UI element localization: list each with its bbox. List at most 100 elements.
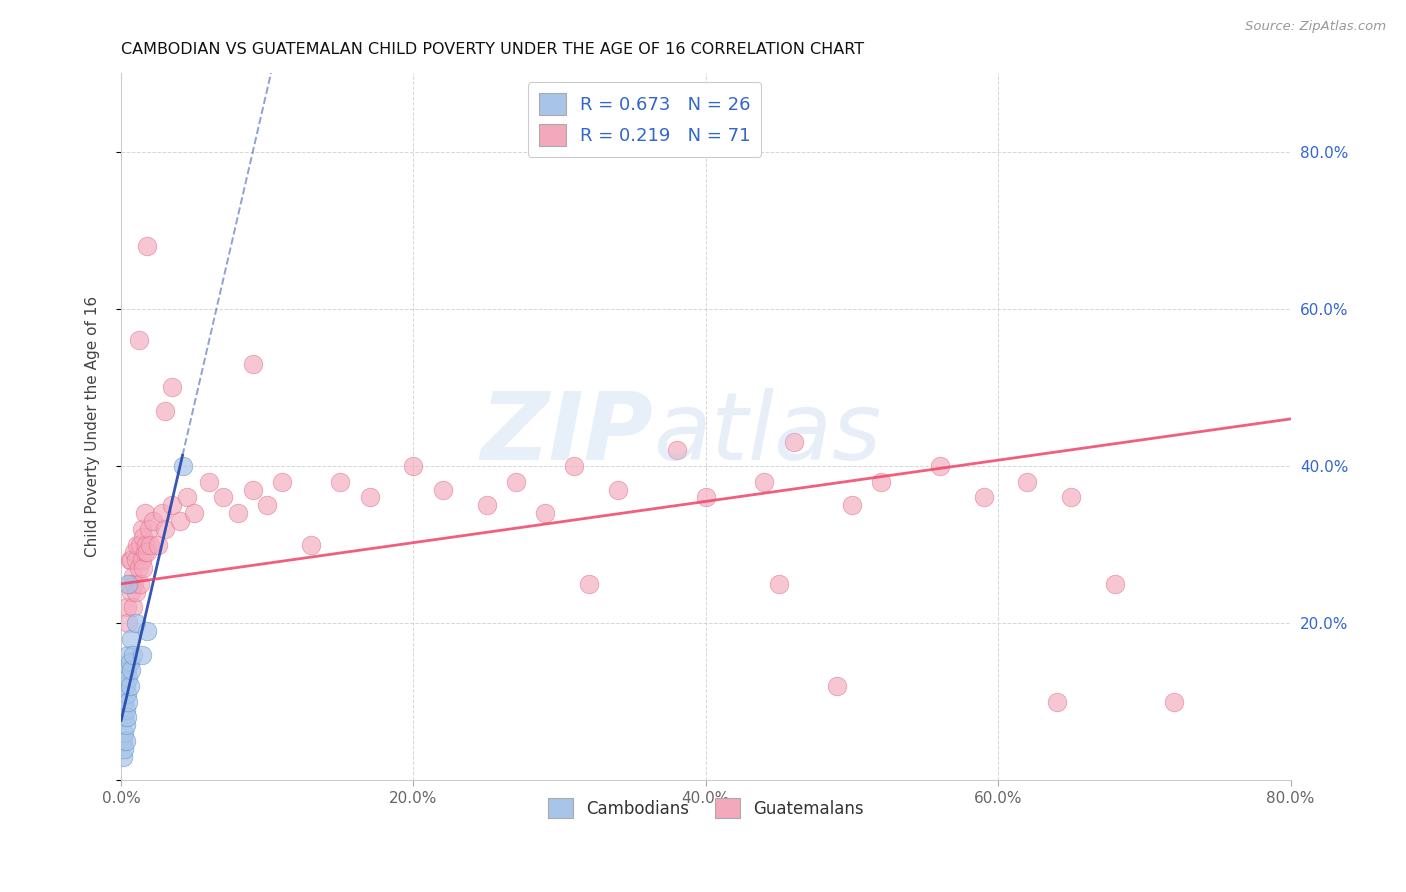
Point: [136, 239, 159, 253]
Point: [695, 491, 717, 505]
Point: [153, 522, 176, 536]
Point: [120, 663, 142, 677]
Point: [329, 475, 352, 489]
Text: CAMBODIAN VS GUATEMALAN CHILD POVERTY UNDER THE AGE OF 16 CORRELATION CHART: CAMBODIAN VS GUATEMALAN CHILD POVERTY UN…: [121, 42, 865, 57]
Legend: Cambodians, Guatemalans: Cambodians, Guatemalans: [541, 791, 870, 825]
Point: [124, 577, 146, 591]
Point: [117, 616, 139, 631]
Point: [402, 458, 425, 473]
Point: [118, 553, 141, 567]
Point: [359, 491, 381, 505]
Point: [117, 648, 139, 662]
Point: [114, 734, 136, 748]
Point: [176, 491, 198, 505]
Point: [153, 404, 176, 418]
Point: [768, 577, 790, 591]
Point: [132, 561, 155, 575]
Point: [112, 695, 135, 709]
Y-axis label: Child Poverty Under the Age of 16: Child Poverty Under the Age of 16: [86, 296, 100, 558]
Point: [1046, 695, 1069, 709]
Point: [172, 458, 194, 473]
Point: [299, 538, 322, 552]
Point: [782, 435, 804, 450]
Point: [111, 749, 134, 764]
Point: [121, 600, 143, 615]
Point: [134, 545, 156, 559]
Point: [665, 443, 688, 458]
Point: [169, 514, 191, 528]
Point: [212, 491, 235, 505]
Text: ZIP: ZIP: [481, 388, 654, 480]
Point: [226, 506, 249, 520]
Point: [128, 334, 150, 348]
Point: [827, 679, 849, 693]
Text: Source: ZipAtlas.com: Source: ZipAtlas.com: [1246, 20, 1386, 33]
Point: [198, 475, 221, 489]
Point: [112, 742, 135, 756]
Point: [131, 522, 153, 536]
Point: [131, 553, 153, 567]
Point: [607, 483, 630, 497]
Point: [1104, 577, 1126, 591]
Point: [112, 726, 135, 740]
Point: [271, 475, 294, 489]
Point: [1163, 695, 1185, 709]
Point: [121, 648, 143, 662]
Point: [125, 553, 148, 567]
Point: [1017, 475, 1039, 489]
Point: [117, 671, 139, 685]
Point: [475, 499, 498, 513]
Point: [121, 569, 143, 583]
Point: [125, 616, 148, 631]
Point: [118, 577, 141, 591]
Point: [973, 491, 995, 505]
Point: [242, 483, 264, 497]
Point: [242, 357, 264, 371]
Point: [115, 710, 138, 724]
Point: [112, 710, 135, 724]
Point: [135, 538, 157, 552]
Point: [115, 600, 138, 615]
Point: [142, 514, 165, 528]
Point: [162, 499, 184, 513]
Point: [183, 506, 205, 520]
Point: [562, 458, 585, 473]
Point: [134, 506, 156, 520]
Point: [432, 483, 454, 497]
Point: [138, 522, 160, 536]
Point: [120, 584, 142, 599]
Point: [505, 475, 527, 489]
Point: [146, 538, 169, 552]
Point: [1060, 491, 1083, 505]
Point: [136, 624, 159, 638]
Point: [118, 679, 141, 693]
Point: [120, 553, 142, 567]
Point: [136, 545, 159, 559]
Point: [125, 584, 148, 599]
Point: [114, 679, 136, 693]
Point: [578, 577, 600, 591]
Point: [754, 475, 776, 489]
Point: [120, 632, 142, 646]
Point: [150, 506, 173, 520]
Point: [841, 499, 863, 513]
Point: [131, 648, 153, 662]
Point: [115, 687, 138, 701]
Point: [111, 734, 134, 748]
Point: [129, 538, 152, 552]
Point: [129, 577, 152, 591]
Point: [256, 499, 278, 513]
Point: [128, 561, 150, 575]
Point: [162, 380, 184, 394]
Point: [127, 538, 149, 552]
Text: atlas: atlas: [654, 388, 882, 479]
Point: [534, 506, 557, 520]
Point: [139, 538, 162, 552]
Point: [870, 475, 893, 489]
Point: [132, 530, 155, 544]
Point: [118, 656, 141, 670]
Point: [124, 545, 146, 559]
Point: [114, 703, 136, 717]
Point: [115, 663, 138, 677]
Point: [117, 577, 139, 591]
